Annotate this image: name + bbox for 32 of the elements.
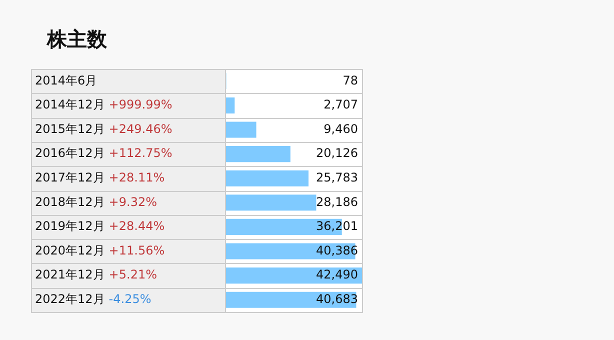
y-tick-label: 2017年12月 bbox=[35, 170, 105, 184]
text: +112.75% bbox=[108, 146, 172, 160]
y-tick-label: 2021年12月 bbox=[35, 268, 105, 282]
y-tick-label: 2014年12月 bbox=[35, 98, 105, 112]
text: +28.11% bbox=[108, 170, 165, 184]
data-label: 2,707 bbox=[324, 98, 358, 112]
data-label: 40,683 bbox=[316, 292, 358, 306]
y-tick-label: 2015年12月 bbox=[35, 122, 105, 136]
text: +249.46% bbox=[108, 122, 172, 136]
data-label: 40,386 bbox=[316, 243, 358, 258]
y-tick-label: 2018年12月 bbox=[35, 194, 105, 209]
data-label: 25,783 bbox=[316, 170, 358, 184]
y-tick-label: 2020年12月 bbox=[35, 243, 105, 258]
y-tick-label: 2019年12月 bbox=[35, 219, 105, 234]
text: -4.25% bbox=[108, 292, 152, 306]
bar bbox=[226, 122, 256, 138]
chart-title: 株主数 bbox=[47, 26, 107, 53]
data-label: 20,126 bbox=[316, 146, 358, 160]
data-label: 78 bbox=[342, 73, 358, 88]
data-label: 9,460 bbox=[324, 122, 358, 136]
y-tick-label: 2022年12月 bbox=[35, 292, 105, 306]
bar bbox=[226, 97, 235, 114]
data-label: 36,201 bbox=[316, 219, 358, 234]
text: +5.21% bbox=[108, 268, 157, 282]
data-label: 42,490 bbox=[316, 268, 358, 282]
text: +9.32% bbox=[108, 194, 157, 209]
text: +28.44% bbox=[108, 219, 165, 234]
data-label: 28,186 bbox=[316, 194, 358, 209]
text: +11.56% bbox=[108, 243, 165, 258]
text: +999.99% bbox=[108, 98, 172, 112]
y-tick-label: 2016年12月 bbox=[35, 146, 105, 160]
y-tick-label: 2014年6月 bbox=[35, 73, 98, 88]
